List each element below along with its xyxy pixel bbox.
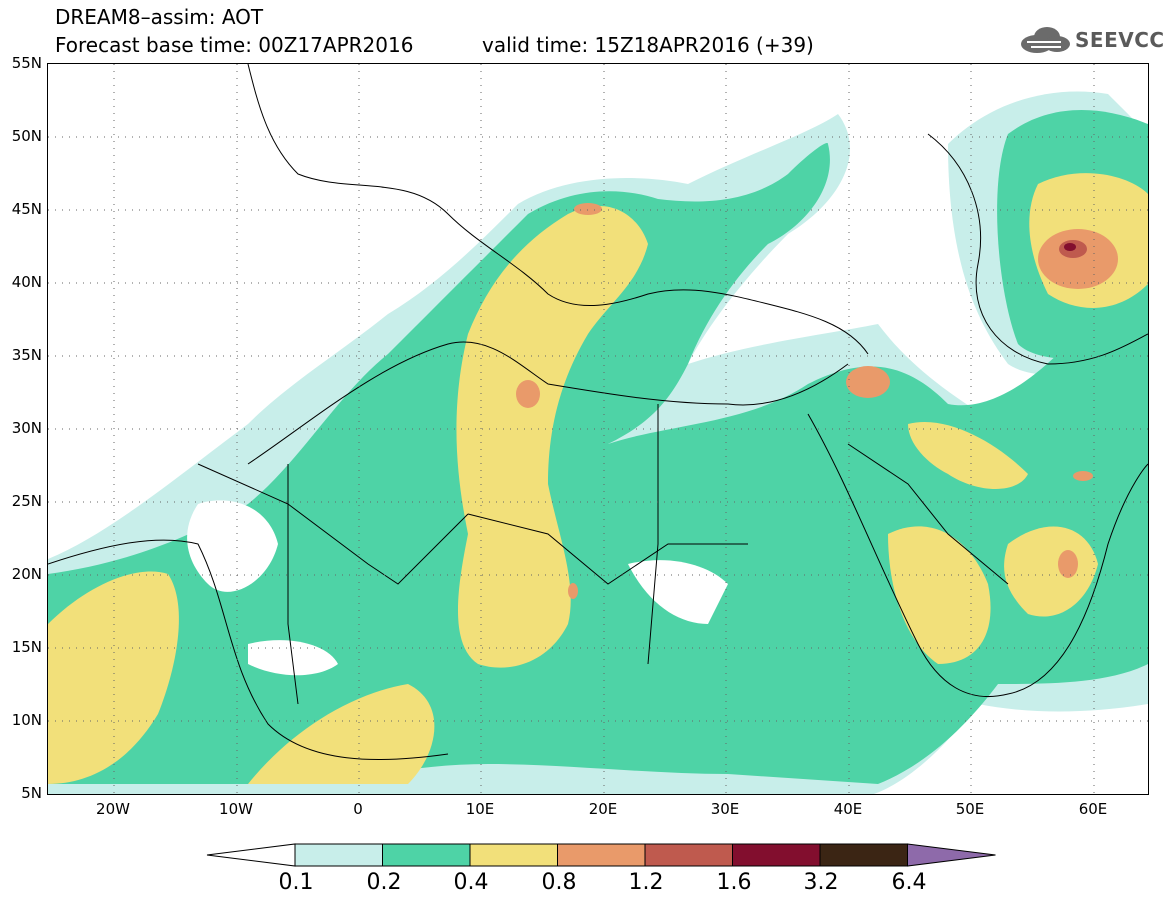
aot-map bbox=[48, 64, 1148, 794]
lon-label: 20W bbox=[96, 800, 130, 818]
coastline bbox=[48, 539, 449, 761]
aot-band-0.8 bbox=[1058, 550, 1078, 578]
border bbox=[647, 404, 659, 665]
colorbar-label: 1.6 bbox=[716, 870, 752, 895]
map-plot-area bbox=[47, 63, 1149, 795]
aot-band-0.8 bbox=[1073, 471, 1093, 481]
aot-band-0.8 bbox=[516, 380, 540, 408]
valid-time: valid time: 15Z18APR2016 (+39) bbox=[482, 33, 814, 57]
lon-label: 60E bbox=[1078, 800, 1108, 818]
lat-label: 45N bbox=[11, 200, 42, 218]
colorbar bbox=[206, 843, 996, 867]
colorbar-segment bbox=[644, 843, 733, 867]
colorbar-label: 3.2 bbox=[803, 870, 839, 895]
colorbar-segment bbox=[294, 843, 383, 867]
aot-band-0.8 bbox=[846, 366, 890, 398]
lon-label: 0 bbox=[353, 800, 363, 818]
lon-label: 10E bbox=[465, 800, 495, 818]
coastline bbox=[247, 64, 869, 355]
lat-label: 5N bbox=[21, 784, 42, 802]
aot-band-0.8 bbox=[568, 583, 578, 599]
colorbar-label: 0.8 bbox=[541, 870, 577, 895]
lat-label: 25N bbox=[11, 492, 42, 510]
colorbar-label: 0.4 bbox=[453, 870, 489, 895]
lon-label: 30E bbox=[710, 800, 740, 818]
border bbox=[287, 464, 299, 705]
aot-band-1.6 bbox=[1064, 243, 1076, 251]
border bbox=[197, 463, 469, 585]
colorbar-label: 0.2 bbox=[366, 870, 402, 895]
border bbox=[467, 513, 748, 585]
seevccc-logo: SEEVCCC bbox=[1017, 22, 1165, 56]
aot-band-0.4 bbox=[48, 571, 179, 784]
colorbar-label: 0.1 bbox=[278, 870, 314, 895]
border bbox=[847, 443, 1009, 585]
colorbar-segment bbox=[732, 843, 821, 867]
coastline bbox=[927, 133, 1148, 365]
lat-label: 10N bbox=[11, 711, 42, 729]
aot-band-0.8 bbox=[1038, 229, 1118, 289]
lon-label: 40E bbox=[833, 800, 863, 818]
aot-band-0.4 bbox=[1004, 526, 1098, 617]
colorbar-arrow-low bbox=[206, 843, 296, 867]
lat-label: 55N bbox=[11, 54, 42, 72]
aot-band-0.8 bbox=[574, 203, 602, 215]
aot-band-0.2 bbox=[48, 143, 1148, 785]
colorbar-segment bbox=[382, 843, 471, 867]
aot-band-0.4 bbox=[908, 422, 1028, 489]
coastline bbox=[807, 413, 1148, 698]
aot-band-0.4 bbox=[456, 205, 648, 668]
cloud-icon bbox=[1021, 27, 1070, 53]
colorbar-segment bbox=[557, 843, 646, 867]
lon-label: 10W bbox=[219, 800, 253, 818]
lon-label: 20E bbox=[588, 800, 618, 818]
forecast-base-time: Forecast base time: 00Z17APR2016 bbox=[55, 33, 414, 57]
colorbar-arrow-high bbox=[907, 843, 996, 867]
lat-label: 40N bbox=[11, 273, 42, 291]
colorbar-segment bbox=[469, 843, 558, 867]
lat-label: 15N bbox=[11, 638, 42, 656]
lon-label: 50E bbox=[955, 800, 985, 818]
lat-label: 50N bbox=[11, 127, 42, 145]
colorbar-label: 1.2 bbox=[628, 870, 664, 895]
lat-label: 35N bbox=[11, 346, 42, 364]
logo-text: SEEVCCC bbox=[1075, 28, 1165, 52]
lat-label: 20N bbox=[11, 565, 42, 583]
colorbar-label: 6.4 bbox=[891, 870, 927, 895]
lat-label: 30N bbox=[11, 419, 42, 437]
map-title: DREAM8–assim: AOT bbox=[55, 5, 264, 29]
colorbar-segment bbox=[819, 843, 908, 867]
aot-band-0.4 bbox=[888, 526, 991, 664]
